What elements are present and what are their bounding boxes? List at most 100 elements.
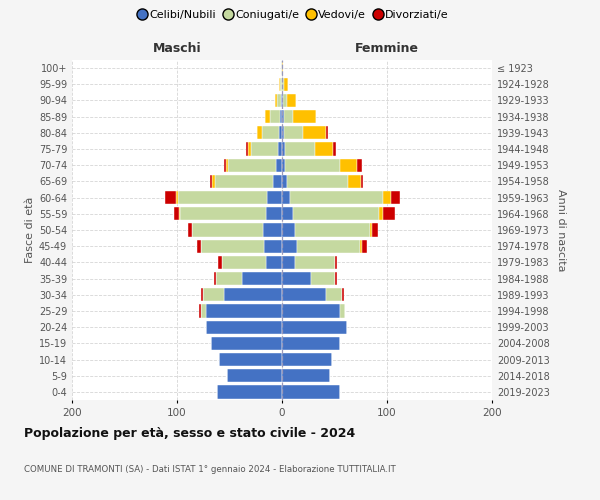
Bar: [342, 288, 344, 302]
Bar: [174, 207, 179, 220]
Bar: [192, 224, 263, 236]
Bar: [229, 158, 276, 172]
Bar: [361, 175, 363, 188]
Bar: [295, 256, 335, 269]
Bar: [218, 256, 222, 269]
Bar: [282, 304, 340, 318]
Bar: [303, 126, 326, 140]
Bar: [281, 94, 282, 107]
Bar: [282, 320, 347, 334]
Bar: [206, 304, 282, 318]
Bar: [282, 78, 284, 91]
Bar: [206, 320, 282, 334]
Bar: [247, 142, 248, 156]
Bar: [282, 175, 287, 188]
Bar: [211, 336, 282, 350]
Bar: [179, 207, 180, 220]
Bar: [268, 191, 282, 204]
Bar: [224, 158, 226, 172]
Bar: [217, 386, 282, 398]
Bar: [219, 353, 282, 366]
Bar: [335, 256, 337, 269]
Bar: [282, 240, 296, 253]
Bar: [201, 304, 206, 318]
Bar: [348, 175, 361, 188]
Bar: [282, 224, 295, 236]
Bar: [271, 110, 280, 124]
Bar: [285, 142, 314, 156]
Bar: [362, 240, 367, 253]
Bar: [224, 288, 282, 302]
Bar: [278, 142, 282, 156]
Bar: [251, 142, 278, 156]
Bar: [242, 272, 282, 285]
Bar: [281, 62, 282, 74]
Y-axis label: Anni di nascita: Anni di nascita: [556, 188, 566, 271]
Bar: [282, 158, 285, 172]
Bar: [282, 207, 293, 220]
Bar: [284, 126, 303, 140]
Bar: [199, 304, 201, 318]
Bar: [283, 94, 287, 107]
Legend: Celibi/Nubili, Coniugati/e, Vedovi/e, Divorziati/e: Celibi/Nubili, Coniugati/e, Vedovi/e, Di…: [135, 6, 453, 25]
Bar: [379, 207, 383, 220]
Bar: [201, 288, 203, 302]
Bar: [296, 240, 360, 253]
Bar: [280, 110, 282, 124]
Bar: [279, 126, 282, 140]
Bar: [282, 272, 311, 285]
Bar: [334, 142, 335, 156]
Bar: [222, 256, 266, 269]
Bar: [280, 78, 282, 91]
Bar: [282, 256, 295, 269]
Bar: [277, 94, 281, 107]
Bar: [282, 288, 326, 302]
Bar: [215, 175, 272, 188]
Bar: [282, 94, 283, 107]
Bar: [282, 110, 284, 124]
Bar: [262, 126, 279, 140]
Bar: [203, 288, 224, 302]
Text: Maschi: Maschi: [152, 42, 202, 55]
Bar: [293, 110, 316, 124]
Bar: [226, 158, 229, 172]
Bar: [314, 142, 334, 156]
Bar: [279, 78, 280, 91]
Bar: [282, 353, 332, 366]
Bar: [272, 175, 282, 188]
Bar: [360, 240, 362, 253]
Bar: [340, 158, 356, 172]
Bar: [282, 62, 283, 74]
Bar: [284, 78, 289, 91]
Bar: [370, 224, 372, 236]
Bar: [212, 175, 215, 188]
Bar: [356, 158, 362, 172]
Bar: [372, 224, 377, 236]
Bar: [282, 191, 290, 204]
Bar: [266, 207, 282, 220]
Bar: [176, 191, 178, 204]
Bar: [201, 240, 264, 253]
Bar: [287, 175, 348, 188]
Bar: [178, 191, 268, 204]
Bar: [197, 240, 201, 253]
Bar: [340, 304, 345, 318]
Bar: [335, 272, 337, 285]
Bar: [326, 288, 342, 302]
Bar: [282, 336, 340, 350]
Bar: [287, 94, 296, 107]
Bar: [295, 224, 370, 236]
Bar: [227, 369, 282, 382]
Bar: [285, 158, 340, 172]
Text: Popolazione per età, sesso e stato civile - 2024: Popolazione per età, sesso e stato civil…: [24, 428, 355, 440]
Bar: [263, 224, 282, 236]
Y-axis label: Fasce di età: Fasce di età: [25, 197, 35, 263]
Bar: [282, 126, 284, 140]
Bar: [188, 224, 192, 236]
Bar: [282, 142, 285, 156]
Bar: [248, 142, 251, 156]
Bar: [282, 386, 340, 398]
Bar: [265, 110, 271, 124]
Bar: [166, 191, 176, 204]
Bar: [284, 110, 293, 124]
